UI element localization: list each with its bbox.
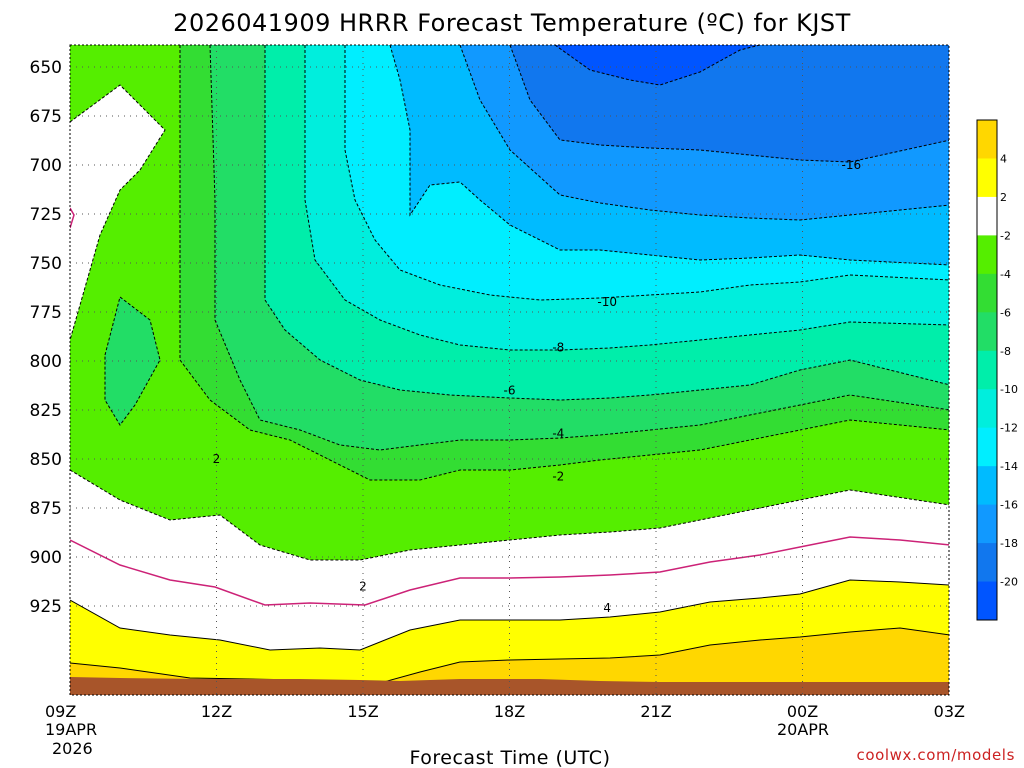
zero-isotherm bbox=[70, 536, 949, 606]
colorbar-tick-label: -10 bbox=[1000, 383, 1018, 396]
colorbar-tick-label: 2 bbox=[1000, 191, 1007, 204]
colorbar-swatch bbox=[977, 235, 997, 275]
x-tick-label: 21Z bbox=[640, 702, 671, 721]
zero-isotherm-aloft bbox=[70, 207, 75, 229]
colorbar-swatch bbox=[977, 466, 997, 506]
plot-border bbox=[69, 44, 950, 696]
colorbar-tick-label: -4 bbox=[1000, 268, 1011, 281]
y-tick-label: 700 bbox=[30, 156, 62, 176]
colorbar bbox=[976, 119, 998, 621]
contours-negative bbox=[70, 45, 949, 561]
y-tick-label: 875 bbox=[30, 499, 62, 519]
contour-label-6: -6 bbox=[504, 383, 516, 397]
colorbar-swatch bbox=[977, 312, 997, 352]
x-tick-date: 20APR bbox=[777, 720, 829, 739]
y-tick-label: 850 bbox=[30, 450, 62, 470]
colorbar-tick-label: -18 bbox=[1000, 537, 1018, 550]
x-tick-label: 12Z bbox=[201, 702, 232, 721]
contour-label-10: -10 bbox=[597, 295, 617, 309]
colorbar-swatch bbox=[977, 273, 997, 313]
x-tick-label: 00Z bbox=[787, 702, 818, 721]
y-tick-label: 750 bbox=[30, 254, 62, 274]
y-tick-label: 675 bbox=[30, 107, 62, 127]
x-tick-label: 18Z bbox=[494, 702, 525, 721]
y-axis: 650 675 700 725 750 775 800 825 850 875 … bbox=[30, 58, 62, 617]
colorbar-tick-label: -20 bbox=[1000, 576, 1018, 589]
warm-pocket-upper bbox=[70, 85, 165, 340]
colorbar-swatch bbox=[977, 196, 997, 236]
x-tick-year: 2026 bbox=[52, 739, 93, 758]
cold-pocket bbox=[105, 297, 160, 425]
plot-area bbox=[70, 45, 949, 695]
colorbar-swatch bbox=[977, 504, 997, 544]
colorbar-tick-label: -2 bbox=[1000, 229, 1011, 242]
colorbar-swatch bbox=[977, 350, 997, 390]
y-tick-label: 800 bbox=[30, 352, 62, 372]
colorbar-tick-label: -8 bbox=[1000, 345, 1011, 358]
colorbar-swatch bbox=[977, 581, 997, 621]
credit-link[interactable]: coolwx.com/models bbox=[857, 746, 1016, 764]
x-tick-date: 19APR bbox=[45, 720, 97, 739]
colorbar-swatch bbox=[977, 427, 997, 467]
colorbar-swatch bbox=[977, 543, 997, 583]
colorbar-tick-label: -12 bbox=[1000, 422, 1018, 435]
x-tick-label: 09Z bbox=[45, 702, 76, 721]
x-tick-label: 03Z bbox=[934, 702, 965, 721]
y-tick-label: 725 bbox=[30, 205, 62, 225]
chart-title: 2026041909 HRRR Forecast Temperature (ºC… bbox=[173, 9, 851, 37]
contour-labels: -16 -10 -8 -6 -4 -2 2 2 4 bbox=[213, 158, 861, 615]
contour-label-pos2-a: 2 bbox=[213, 452, 221, 466]
band-fill-deepest-blue bbox=[555, 45, 760, 85]
grid-lines bbox=[70, 45, 949, 695]
colorbar-swatch bbox=[977, 120, 997, 159]
x-axis-label: Forecast Time (UTC) bbox=[410, 747, 611, 768]
contour-label-pos4: 4 bbox=[603, 601, 611, 615]
y-tick-label: 775 bbox=[30, 303, 62, 323]
y-tick-label: 900 bbox=[30, 548, 62, 568]
y-tick-label: 650 bbox=[30, 58, 62, 78]
contour-label-16: -16 bbox=[842, 158, 862, 172]
colorbar-swatch bbox=[977, 158, 997, 198]
terrain bbox=[70, 677, 949, 695]
contour-label-8: -8 bbox=[552, 340, 564, 354]
x-tick-label: 15Z bbox=[347, 702, 378, 721]
colorbar-tick-label: -16 bbox=[1000, 499, 1018, 512]
y-tick-label: 925 bbox=[30, 597, 62, 617]
colorbar-labels: 4 2 -2 -4 -6 -8 -10 -12 -14 -16 -18 -20 bbox=[1000, 152, 1018, 588]
x-axis: 09Z 12Z 15Z 18Z 21Z 00Z 03Z 19APR 2026 2… bbox=[45, 702, 965, 758]
contour-label-pos2-b: 2 bbox=[359, 579, 367, 593]
contour-label-2: -2 bbox=[552, 470, 564, 484]
contour-label-4: -4 bbox=[552, 427, 564, 441]
colorbar-border bbox=[976, 119, 998, 621]
colorbar-tick-label: -6 bbox=[1000, 306, 1011, 319]
colorbar-swatch bbox=[977, 389, 997, 429]
colorbar-tick-label: 4 bbox=[1000, 152, 1007, 165]
band-fill-gold bbox=[70, 628, 949, 695]
y-tick-label: 825 bbox=[30, 401, 62, 421]
colorbar-tick-label: -14 bbox=[1000, 460, 1018, 473]
